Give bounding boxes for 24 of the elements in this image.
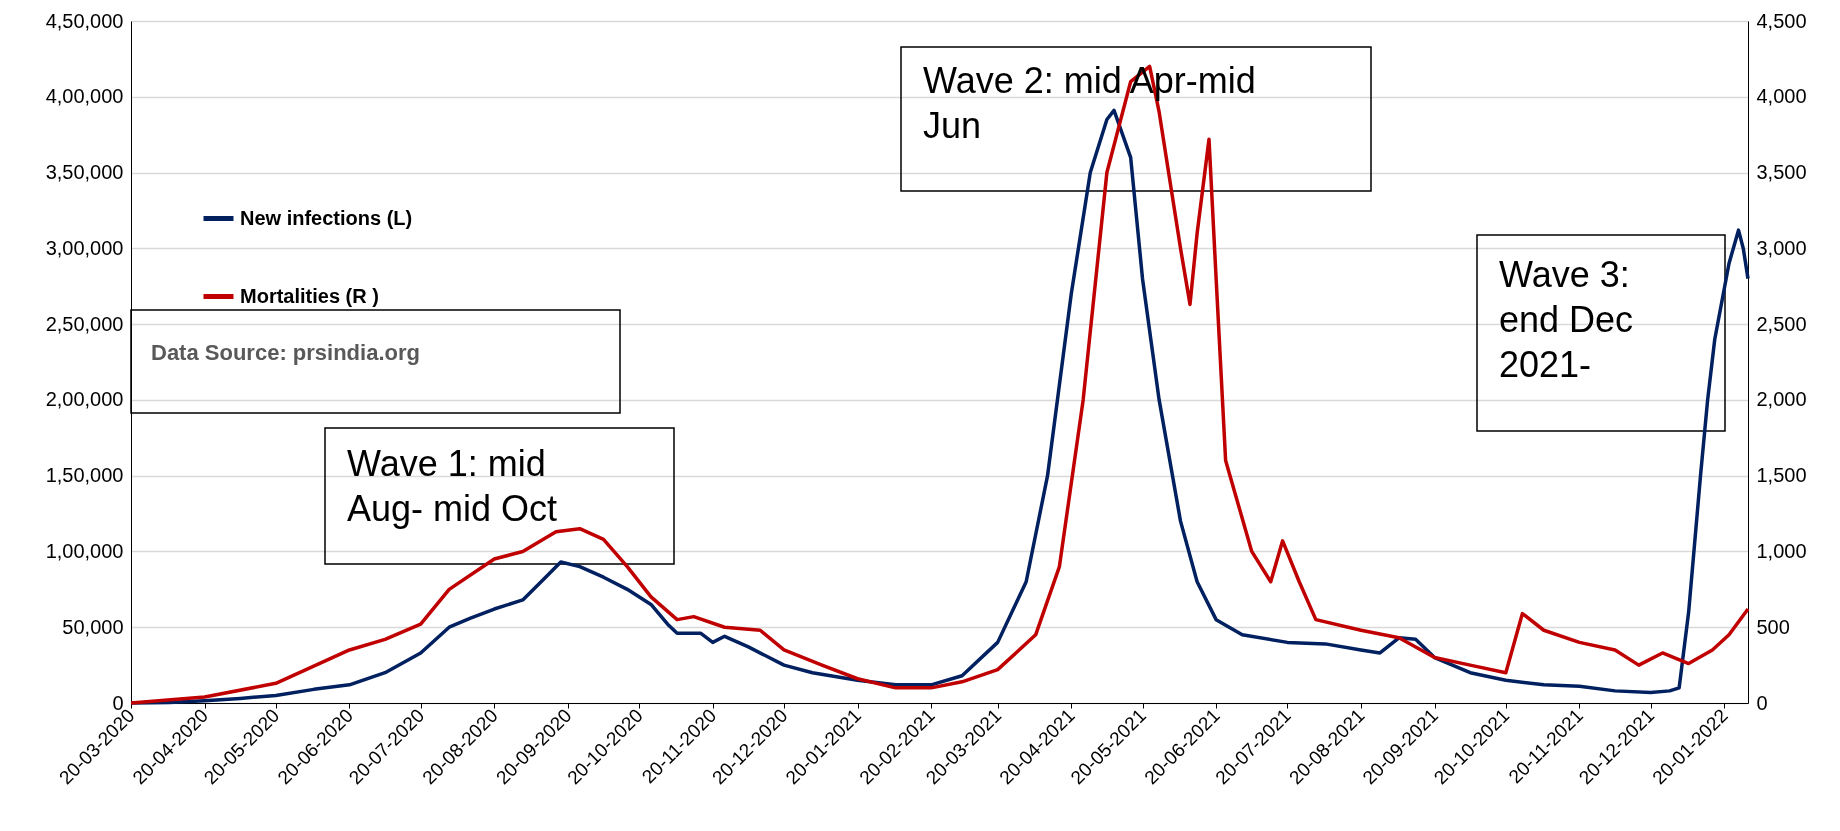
y-tick-label: 2,50,000 (45, 312, 124, 335)
y2-tick-label: 3,500 (1756, 161, 1807, 184)
y-tick-label: 2,00,000 (45, 388, 124, 411)
y2-tick-label: 1,000 (1756, 539, 1807, 562)
y-tick-label: 4,00,000 (45, 85, 124, 108)
y2-tick-label: 3,000 (1756, 236, 1807, 259)
y2-tick-label: 500 (1756, 615, 1790, 638)
legend-label: Mortalities (R ) (240, 284, 379, 307)
annotation: Wave 3: end Dec 2021- (1499, 254, 1634, 385)
y2-tick-label: 4,500 (1756, 9, 1807, 32)
legend-label: New infections (L) (240, 206, 413, 229)
y2-tick-label: 1,500 (1756, 464, 1807, 487)
y-tick-label: 1,00,000 (45, 539, 124, 562)
y-tick-label: 3,00,000 (45, 236, 124, 259)
y2-tick-label: 4,000 (1756, 85, 1807, 108)
y2-tick-label: 0 (1756, 691, 1768, 714)
y-tick-label: 1,50,000 (45, 464, 124, 487)
y-tick-label: 3,50,000 (45, 161, 124, 184)
annotation: Wave 1: mid Aug- mid Oct (347, 443, 558, 529)
y2-tick-label: 2,000 (1756, 388, 1807, 411)
y-tick-label: 4,50,000 (45, 9, 124, 32)
annotation: Data Source: prsindia.org (151, 340, 420, 365)
y-tick-label: 50,000 (62, 615, 124, 638)
y2-tick-label: 2,500 (1756, 312, 1807, 335)
